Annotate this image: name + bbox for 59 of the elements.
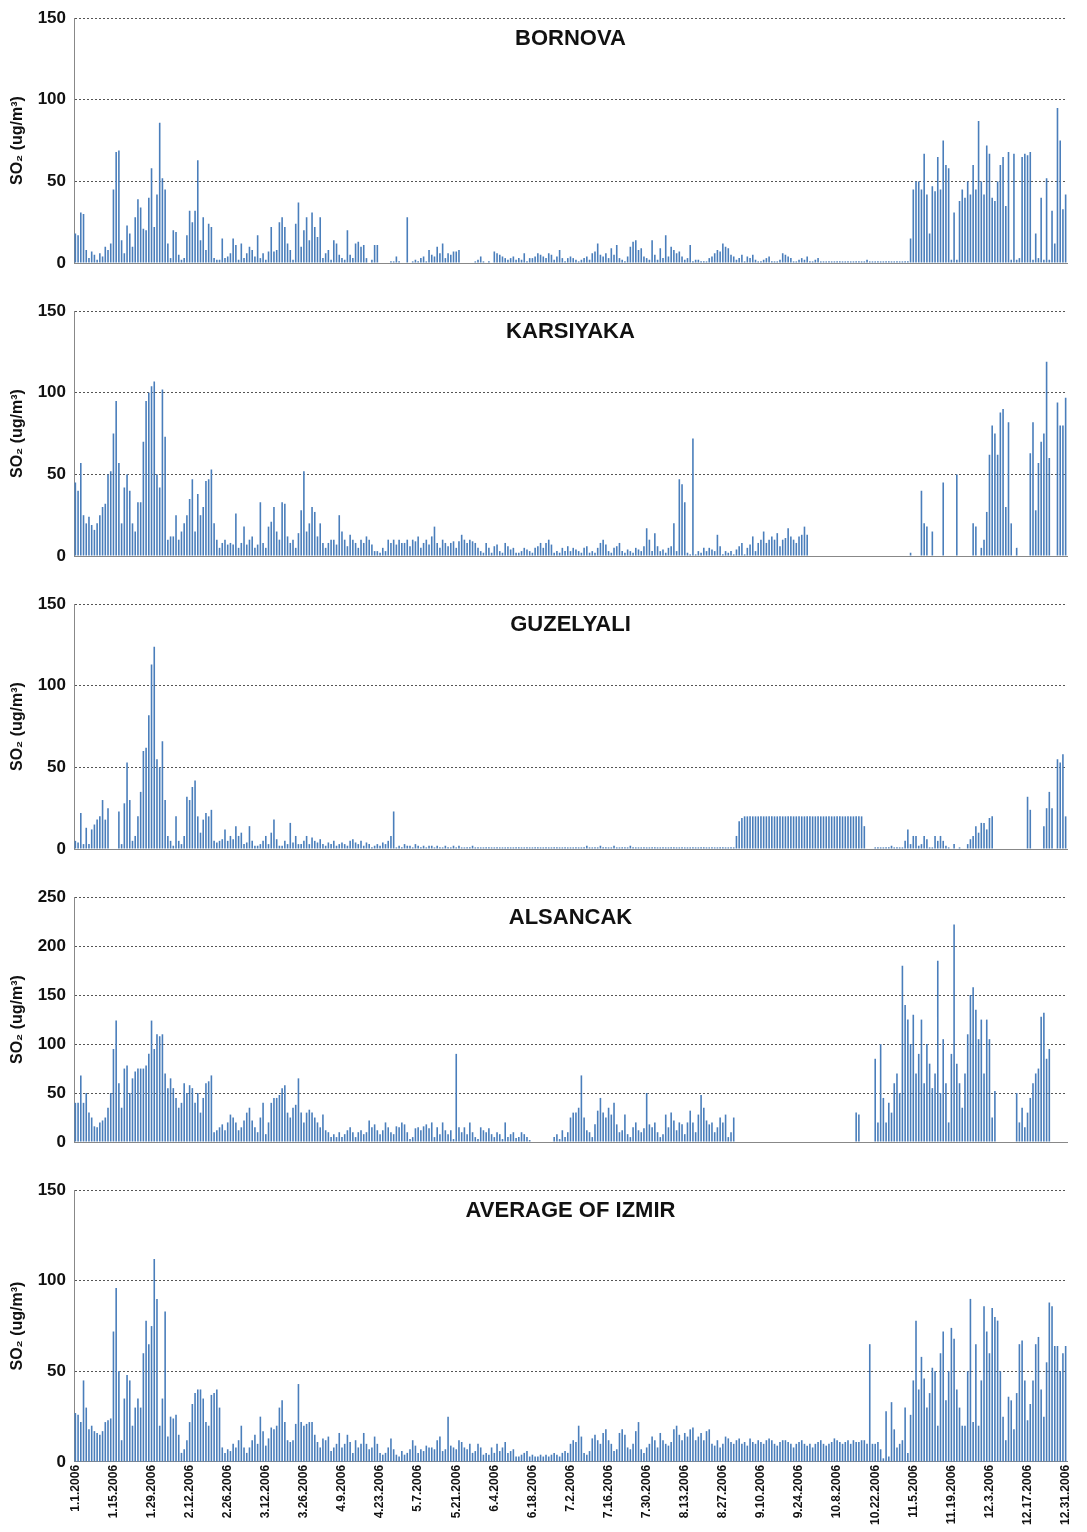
y-tick-label: 50 bbox=[47, 1361, 66, 1381]
y-axis-title: SO₂ (ug/m³) bbox=[8, 682, 26, 772]
y-tick-label: 150 bbox=[37, 984, 66, 1004]
x-tick-label: 4.23.2006 bbox=[372, 1464, 387, 1519]
y-axis-title: SO₂ (ug/m³) bbox=[8, 389, 26, 479]
x-tick-label: 1.15.2006 bbox=[105, 1464, 120, 1519]
x-tick-label: 7.2.2006 bbox=[562, 1464, 577, 1512]
x-tick-label: 7.16.2006 bbox=[600, 1464, 615, 1519]
y-axis-title: SO₂ (ug/m³) bbox=[8, 96, 26, 186]
chart-title: BORNOVA bbox=[515, 25, 627, 51]
y-tick-label: 250 bbox=[37, 886, 66, 906]
x-tick-label: 2.26.2006 bbox=[220, 1464, 235, 1519]
chart-title: GUZELYALI bbox=[510, 611, 631, 637]
x-tick-label: 9.10.2006 bbox=[753, 1464, 768, 1519]
y-tick-label: 100 bbox=[37, 675, 66, 695]
x-tick-label: 1.29.2006 bbox=[143, 1464, 158, 1519]
y-axis-title: SO₂ (ug/m³) bbox=[8, 1281, 26, 1371]
y-tick-label: 150 bbox=[37, 7, 66, 27]
y-tick-label: 100 bbox=[37, 1033, 66, 1053]
x-tick-label: 10.8.2006 bbox=[829, 1464, 844, 1519]
y-tick-label: 50 bbox=[47, 1082, 66, 1102]
y-tick-label: 0 bbox=[56, 1131, 66, 1151]
y-tick-label: 0 bbox=[56, 1451, 66, 1471]
x-tick-label: 2.12.2006 bbox=[181, 1464, 196, 1519]
y-tick-label: 0 bbox=[56, 545, 66, 565]
x-tick-label: 4.9.2006 bbox=[334, 1464, 349, 1512]
x-tick-label: 8.13.2006 bbox=[677, 1464, 692, 1519]
y-tick-label: 50 bbox=[47, 171, 66, 191]
x-tick-label: 9.24.2006 bbox=[791, 1464, 806, 1519]
chart-title: ALSANCAK bbox=[508, 904, 633, 930]
y-tick-label: 100 bbox=[37, 382, 66, 402]
x-tick-label: 1.1.2006 bbox=[67, 1464, 82, 1512]
y-tick-label: 0 bbox=[56, 252, 66, 272]
x-tick-label: 8.27.2006 bbox=[715, 1464, 730, 1519]
y-tick-label: 50 bbox=[47, 464, 66, 484]
x-tick-label: 6.18.2006 bbox=[524, 1464, 539, 1519]
y-tick-label: 100 bbox=[37, 89, 66, 109]
chart-title: AVERAGE OF IZMIR bbox=[465, 1197, 676, 1223]
y-tick-label: 200 bbox=[37, 935, 66, 955]
x-tick-label: 11.5.2006 bbox=[905, 1464, 920, 1518]
x-tick-label: 5.21.2006 bbox=[448, 1464, 463, 1519]
x-tick-label: 3.26.2006 bbox=[296, 1464, 311, 1519]
y-tick-label: 50 bbox=[47, 757, 66, 777]
x-tick-label: 12.3.2006 bbox=[981, 1464, 996, 1519]
y-tick-label: 150 bbox=[37, 1179, 66, 1199]
x-tick-label: 12.31.2006 bbox=[1057, 1464, 1072, 1525]
x-tick-label: 3.12.2006 bbox=[258, 1464, 273, 1519]
y-tick-label: 150 bbox=[37, 300, 66, 320]
y-tick-label: 100 bbox=[37, 1270, 66, 1290]
x-tick-label: 11.19.2006 bbox=[943, 1464, 958, 1525]
x-tick-label: 10.22.2006 bbox=[867, 1464, 882, 1525]
x-tick-label: 12.17.2006 bbox=[1019, 1464, 1034, 1525]
chart-title: KARSIYAKA bbox=[506, 318, 635, 344]
x-tick-label: 7.30.2006 bbox=[638, 1464, 653, 1519]
y-axis-title: SO₂ (ug/m³) bbox=[8, 975, 26, 1065]
y-tick-label: 150 bbox=[37, 593, 66, 613]
y-tick-label: 0 bbox=[56, 838, 66, 858]
x-tick-label: 6.4.2006 bbox=[486, 1464, 501, 1512]
x-tick-label: 5.7.2006 bbox=[410, 1464, 425, 1512]
